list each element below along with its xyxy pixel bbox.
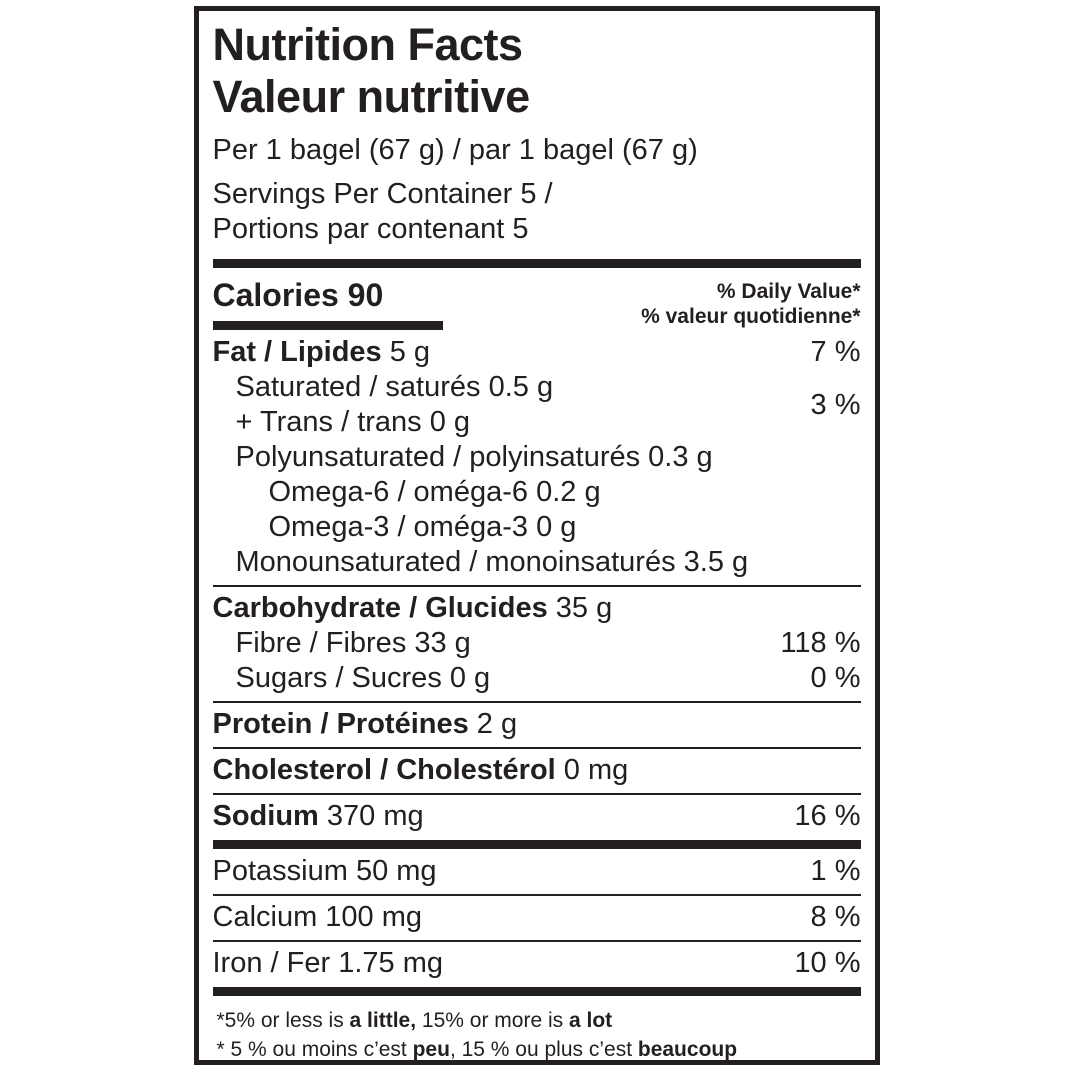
row-iron: Iron / Fer 1.75 mg 10 % <box>213 946 861 981</box>
row-polyunsaturated: Polyunsaturated / polyinsaturés 0.3 g <box>213 440 861 475</box>
title-french: Valeur nutritive <box>212 71 531 122</box>
omega6-label: Omega-6 / oméga-6 0.2 g <box>268 476 601 508</box>
row-omega3: Omega-3 / oméga-3 0 g <box>213 510 861 545</box>
row-fibre: Fibre / Fibres 33 g 118 % <box>213 626 861 661</box>
row-omega6: Omega-6 / oméga-6 0.2 g <box>213 475 861 510</box>
separator-bar-top <box>212 259 861 268</box>
cholesterol-label: Cholesterol / Cholestérol 0 mg <box>212 754 629 786</box>
daily-value-header: % Daily Value* % valeur quotidienne* <box>641 276 860 330</box>
calories-row: Calories 90 % Daily Value* % valeur quot… <box>212 276 861 330</box>
monounsaturated-label: Monounsaturated / monoinsaturés 3.5 g <box>235 546 749 578</box>
separator-rule <box>212 585 861 587</box>
nutrition-facts-label: Nutrition Facts Valeur nutritive Per 1 b… <box>193 6 880 1065</box>
calories-block: Calories 90 <box>212 276 443 330</box>
footnote-english: *5% or less is a little, 15% or more is … <box>216 1009 738 1061</box>
row-sodium: Sodium 370 mg 16 % <box>213 799 861 834</box>
separator-bar-bottom <box>212 987 861 996</box>
separator-rule <box>212 793 861 795</box>
trans-label: + Trans / trans 0 g <box>235 406 471 438</box>
iron-daily-value: 10 % <box>794 947 861 979</box>
servings-per-container-fr: Portions par contenant 5 <box>212 213 529 245</box>
servings-per-container-en: Servings Per Container 5 / <box>212 178 553 210</box>
separator-rule <box>212 747 861 749</box>
saturated-trans-label: Saturated / saturés 0.5 g + Trans / tran… <box>213 370 554 440</box>
title-english: Nutrition Facts <box>212 19 524 70</box>
row-monounsaturated: Monounsaturated / monoinsaturés 3.5 g <box>213 545 861 580</box>
potassium-label: Potassium 50 mg <box>212 855 437 887</box>
fat-label: Fat / Lipides 5 g <box>212 336 431 368</box>
nutrient-rows: Fat / Lipides 5 g 7 % Saturated / saturé… <box>212 335 861 996</box>
row-cholesterol: Cholesterol / Cholestérol 0 mg <box>213 753 861 788</box>
polyunsaturated-label: Polyunsaturated / polyinsaturés 0.3 g <box>235 441 713 473</box>
iron-label: Iron / Fer 1.75 mg <box>212 947 444 979</box>
row-sugars: Sugars / Sucres 0 g 0 % <box>213 661 861 696</box>
calories-value: Calories 90 <box>212 277 384 313</box>
sodium-label: Sodium 370 mg <box>212 800 424 832</box>
row-calcium: Calcium 100 mg 8 % <box>213 900 861 935</box>
footnote-french: * 5 % ou moins c’est peu, 15 % ou plus c… <box>216 1038 738 1061</box>
daily-value-header-fr: % valeur quotidienne* <box>641 305 861 328</box>
saturated-trans-daily-value: 3 % <box>810 388 861 421</box>
calcium-daily-value: 8 % <box>810 901 861 933</box>
separator-rule <box>212 940 861 942</box>
fibre-label: Fibre / Fibres 33 g <box>235 627 471 659</box>
fibre-daily-value: 118 % <box>780 627 861 659</box>
row-protein: Protein / Protéines 2 g <box>213 707 861 742</box>
sugars-label: Sugars / Sucres 0 g <box>235 662 491 694</box>
serving-size-line: Per 1 bagel (67 g) / par 1 bagel (67 g) <box>212 134 698 166</box>
row-saturated-trans: Saturated / saturés 0.5 g + Trans / tran… <box>213 370 861 440</box>
potassium-daily-value: 1 % <box>810 855 861 887</box>
servings-per-container: Servings Per Container 5 /Portions par c… <box>213 177 861 247</box>
row-potassium: Potassium 50 mg 1 % <box>213 854 861 889</box>
row-fat: Fat / Lipides 5 g 7 % <box>213 335 861 370</box>
fat-daily-value: 7 % <box>810 336 861 368</box>
saturated-label: Saturated / saturés 0.5 g <box>235 371 554 403</box>
daily-value-header-en: % Daily Value* <box>716 280 861 303</box>
separator-rule <box>212 701 861 703</box>
sugars-daily-value: 0 % <box>810 662 861 694</box>
separator-rule <box>212 894 861 896</box>
omega3-label: Omega-3 / oméga-3 0 g <box>268 511 577 543</box>
calories-underline-bar <box>212 321 443 330</box>
separator-bar-sodium <box>212 840 861 849</box>
row-carbohydrate: Carbohydrate / Glucides 35 g <box>213 591 861 626</box>
calcium-label: Calcium 100 mg <box>212 901 423 933</box>
sodium-daily-value: 16 % <box>794 800 861 832</box>
carbohydrate-label: Carbohydrate / Glucides 35 g <box>212 592 613 624</box>
protein-label: Protein / Protéines 2 g <box>212 708 518 740</box>
